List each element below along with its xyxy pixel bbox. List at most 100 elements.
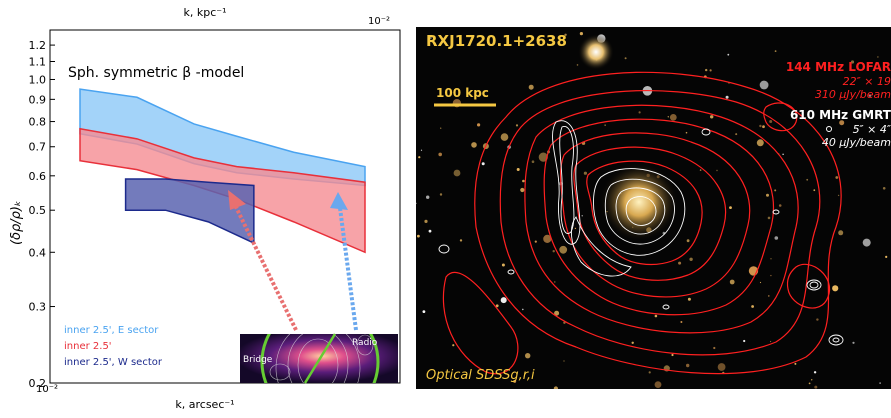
blue-arrow-head: [330, 192, 348, 210]
optical-source: [877, 56, 879, 58]
optical-source: [553, 386, 558, 389]
optical-source: [770, 274, 772, 277]
chart-title: Sph. symmetric β -model: [68, 65, 244, 81]
optical-source: [477, 123, 481, 127]
optical-source: [816, 318, 819, 321]
optical-source: [709, 69, 712, 72]
y-tick-label: 0.2: [29, 377, 47, 390]
optical-source: [686, 239, 690, 243]
optical-source: [440, 127, 442, 129]
optical-source: [648, 371, 651, 374]
optical-source: [418, 156, 421, 159]
gmrt-label: 610 MHz GMRT: [790, 108, 891, 122]
optical-source: [699, 169, 702, 171]
optical-source: [808, 382, 811, 385]
optical-source: [422, 310, 426, 313]
top-tick-label: 10⁻²: [368, 16, 390, 27]
optical-source: [438, 152, 442, 157]
optical-source: [554, 310, 560, 316]
pointer-arrows: [228, 190, 358, 331]
inset-bridge-label: Bridge: [243, 355, 273, 365]
optical-source: [452, 344, 455, 347]
optical-source: [778, 204, 782, 207]
lofar-rms: 310 μJy/beam: [815, 88, 891, 101]
optical-source: [685, 131, 688, 134]
band-w-sector: [124, 178, 255, 245]
optical-source: [713, 346, 716, 350]
optical-source: [868, 94, 872, 97]
optical-source: [583, 171, 587, 175]
y-tick-label: 1.0: [29, 73, 47, 86]
optical-source: [705, 68, 708, 72]
optical-source: [774, 236, 779, 240]
optical-source: [538, 152, 548, 162]
optical-source: [559, 245, 568, 254]
optical-source: [882, 187, 886, 190]
legend-e-sector: inner 2.5', E sector: [64, 325, 159, 336]
optical-source: [531, 160, 535, 163]
scale-bar-label: 100 kpc: [436, 86, 489, 100]
optical-source: [420, 149, 423, 151]
y-tick-label: 0.5: [29, 204, 47, 217]
inset-image: Radio Bridge: [240, 333, 398, 384]
optical-source: [735, 133, 738, 136]
optical-sources: [416, 32, 888, 389]
red-pointer-arrow: [233, 204, 298, 331]
optical-source: [669, 114, 677, 121]
optical-source: [766, 193, 769, 197]
optical-source: [729, 279, 735, 285]
optical-source: [729, 206, 732, 210]
y-tick-label: 0.3: [29, 301, 47, 314]
optical-source: [835, 176, 839, 179]
optical-source: [516, 168, 520, 171]
optical-source: [759, 124, 762, 128]
y-tick-label: 1.2: [29, 39, 47, 52]
optical-source: [429, 37, 432, 39]
optical-source: [624, 57, 627, 60]
optical-source: [751, 305, 754, 308]
optical-source: [581, 215, 583, 217]
optical-source: [563, 360, 565, 362]
inset-green-line: [303, 333, 337, 384]
optical-source: [770, 258, 772, 260]
optical-source: [525, 353, 531, 359]
optical-source: [838, 230, 844, 236]
optical-source: [417, 234, 420, 238]
top-axis-label: k, kpc⁻¹: [184, 6, 227, 19]
optical-source: [774, 189, 777, 192]
y-tick-label: 0.7: [29, 141, 47, 154]
gmrt-beam-icon: [826, 126, 832, 132]
optical-source: [515, 124, 519, 127]
gmrt-beam: 5″ × 4″: [853, 123, 891, 136]
amplitude-spectrum-figure: k, kpc⁻¹ 10⁻² k, arcsec⁻¹ 10⁻² (δρ/ρ)ₖ S…: [0, 0, 410, 414]
optical-source: [439, 193, 443, 196]
y-axis-label: (δρ/ρ)ₖ: [9, 200, 24, 245]
optical-source: [689, 257, 693, 261]
red-arrow-head: [228, 190, 246, 210]
optical-source: [832, 285, 839, 292]
optical-source: [756, 139, 764, 147]
legend: inner 2.5', E sector inner 2.5' inner 2.…: [64, 325, 163, 368]
optical-source: [850, 60, 855, 64]
optical-source: [574, 227, 577, 230]
gmrt-rms: 40 μJy/beam: [822, 136, 891, 149]
optical-source: [500, 133, 509, 141]
optical-source: [852, 341, 855, 344]
optical-source: [416, 202, 417, 204]
legend-w-sector: inner 2.5', W sector: [64, 357, 163, 368]
blue-pointer-arrow: [338, 207, 358, 331]
inset-green-circle: [260, 334, 380, 383]
optical-source: [885, 255, 888, 258]
optical-source: [534, 240, 537, 243]
y-tick-label: 0.6: [29, 170, 47, 183]
cluster-image: RXJ1720.1+2638 100 kpc 144 MHz LOFAR 22″…: [416, 27, 891, 389]
optical-label: Optical SDSSg,r,i: [426, 368, 535, 383]
optical-source: [522, 179, 525, 183]
optical-source: [667, 116, 669, 118]
optical-source: [428, 229, 432, 233]
optical-source: [837, 194, 840, 197]
legend-inner: inner 2.5': [64, 341, 112, 352]
optical-source: [528, 84, 534, 90]
lofar-beam: 22″ × 19: [843, 75, 891, 88]
optical-source: [828, 109, 830, 111]
